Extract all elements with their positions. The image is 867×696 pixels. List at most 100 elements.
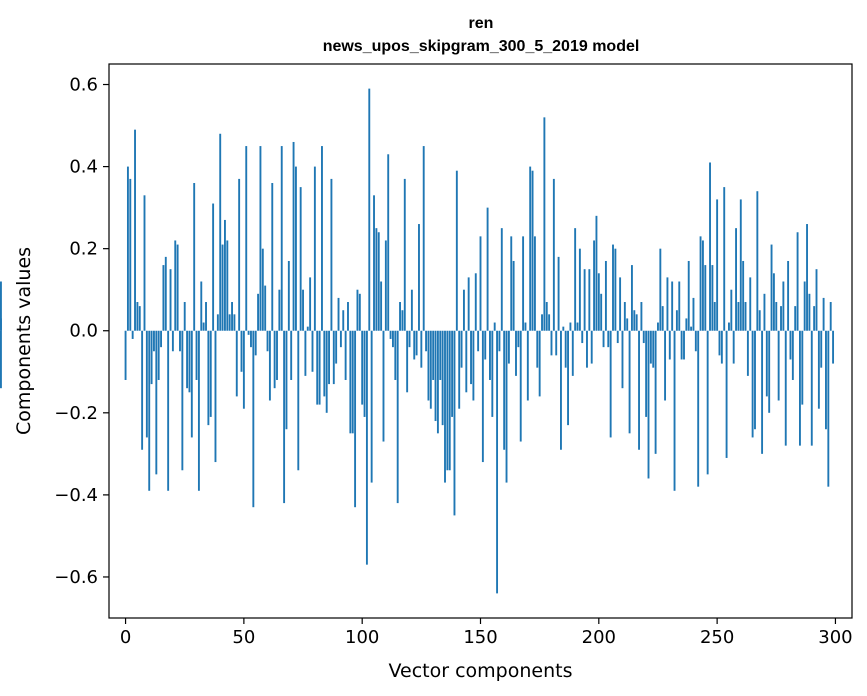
bar bbox=[219, 133, 222, 331]
bar bbox=[775, 302, 778, 331]
bar bbox=[538, 330, 541, 397]
bar bbox=[680, 330, 683, 360]
bar bbox=[200, 281, 203, 331]
bar bbox=[548, 314, 551, 331]
bar bbox=[782, 281, 785, 331]
bar bbox=[245, 146, 248, 331]
bar bbox=[235, 330, 238, 397]
bar bbox=[396, 330, 399, 504]
x-tick-label: 0 bbox=[120, 627, 131, 648]
bar bbox=[794, 306, 797, 331]
bar bbox=[451, 330, 454, 417]
bar bbox=[597, 273, 600, 331]
bar bbox=[439, 330, 442, 380]
y-tick-label: 0.2 bbox=[69, 239, 98, 260]
bar bbox=[626, 318, 629, 331]
x-tick-label: 200 bbox=[582, 627, 616, 648]
bar bbox=[545, 302, 548, 331]
bar bbox=[280, 146, 283, 331]
bar bbox=[297, 330, 300, 471]
bar bbox=[578, 248, 581, 331]
bar bbox=[498, 330, 501, 352]
bar bbox=[477, 330, 480, 352]
bar bbox=[671, 281, 674, 331]
bar bbox=[512, 260, 515, 331]
bar bbox=[169, 269, 172, 331]
bar bbox=[460, 330, 463, 368]
bar bbox=[205, 302, 207, 331]
bar bbox=[661, 306, 664, 331]
y-tick-label: 0.4 bbox=[69, 157, 98, 178]
bar bbox=[645, 330, 648, 417]
bar bbox=[231, 302, 233, 331]
bar bbox=[713, 302, 716, 331]
bar bbox=[266, 330, 269, 352]
bar bbox=[420, 330, 423, 368]
bar bbox=[758, 310, 761, 331]
y-tick-label: −0.4 bbox=[54, 485, 98, 506]
bar bbox=[339, 330, 342, 348]
bar bbox=[806, 224, 808, 331]
bar bbox=[259, 146, 262, 331]
bar bbox=[294, 166, 297, 331]
bar bbox=[425, 330, 428, 352]
bar bbox=[453, 330, 456, 516]
y-axis-label: Components values bbox=[13, 247, 35, 435]
bar bbox=[228, 314, 231, 331]
bar bbox=[290, 330, 293, 380]
bar bbox=[162, 265, 165, 331]
bar bbox=[673, 330, 676, 491]
bar bbox=[432, 330, 435, 380]
y-tick-label: −0.2 bbox=[54, 403, 98, 424]
bar bbox=[238, 178, 241, 331]
bar bbox=[550, 330, 553, 356]
bar bbox=[377, 232, 380, 331]
bar bbox=[444, 330, 446, 483]
bar bbox=[370, 330, 373, 483]
bar bbox=[505, 330, 508, 483]
bar bbox=[690, 326, 693, 331]
bar bbox=[735, 228, 737, 331]
bar bbox=[382, 330, 385, 442]
bar bbox=[815, 269, 818, 331]
bar bbox=[694, 330, 697, 352]
bar bbox=[560, 330, 562, 450]
bar bbox=[242, 330, 245, 409]
chart-title-line1: ren bbox=[469, 15, 494, 32]
bar bbox=[583, 269, 586, 331]
bar bbox=[810, 330, 813, 446]
bar bbox=[283, 330, 286, 504]
bar bbox=[567, 330, 569, 426]
bar bbox=[647, 330, 650, 479]
bar bbox=[403, 178, 406, 331]
bar bbox=[361, 330, 364, 405]
bar bbox=[799, 330, 801, 446]
bar bbox=[155, 330, 158, 475]
bar bbox=[363, 330, 366, 417]
bar bbox=[593, 240, 596, 331]
bar bbox=[728, 322, 730, 331]
bar bbox=[659, 248, 662, 331]
bar bbox=[309, 277, 312, 331]
bar bbox=[311, 330, 314, 372]
bar bbox=[789, 330, 792, 360]
bar bbox=[633, 310, 636, 331]
bar bbox=[167, 330, 170, 491]
bar bbox=[129, 178, 132, 331]
bar bbox=[564, 330, 567, 368]
bar bbox=[358, 293, 361, 331]
bar bbox=[649, 330, 652, 364]
bar bbox=[408, 330, 411, 348]
bar bbox=[780, 306, 782, 331]
y-tick-label: 0.6 bbox=[69, 75, 98, 96]
bar bbox=[214, 330, 217, 463]
bar bbox=[609, 330, 612, 438]
bar bbox=[493, 322, 496, 331]
bar bbox=[678, 281, 681, 331]
bar bbox=[0, 330, 2, 389]
bar bbox=[701, 240, 704, 331]
bar bbox=[524, 322, 527, 331]
bar bbox=[687, 260, 690, 331]
bar bbox=[725, 330, 728, 458]
bar bbox=[174, 240, 177, 331]
